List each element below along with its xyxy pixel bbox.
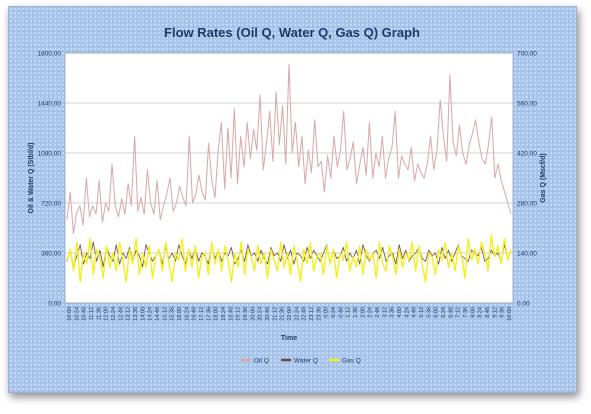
series-line-gas-q — [66, 234, 512, 283]
legend-label: Oil Q — [254, 358, 269, 365]
chart-svg: Flow Rates (Oil Q, Water Q, Gas Q) Graph… — [28, 25, 547, 365]
left-tick-label: 1080.00 — [38, 151, 62, 158]
x-tick-label: 22:00 — [287, 307, 293, 321]
x-tick-label: 4:48 — [412, 307, 418, 318]
x-tick-label: 6:24 — [441, 307, 447, 318]
right-tick-label: 560.00 — [517, 101, 537, 108]
x-tick-label: 17:12 — [199, 307, 205, 321]
chart-title: Flow Rates (Oil Q, Water Q, Gas Q) Graph — [164, 25, 420, 40]
x-tick-label: 15:36 — [170, 307, 176, 321]
x-tick-label: 14:00 — [140, 307, 146, 321]
right-tick-label: 700.00 — [517, 51, 537, 58]
x-tick-label: 5:36 — [426, 307, 432, 318]
x-tick-label: 5:12 — [419, 307, 425, 318]
x-tick-label: 18:24 — [221, 307, 227, 321]
x-axis-label: Time — [281, 335, 297, 342]
x-tick-label: 10:48 — [82, 307, 88, 321]
x-tick-label: 13:12 — [126, 307, 132, 321]
x-tick-label: 4:24 — [404, 307, 410, 318]
x-axis-ticks: 10:00 10:24 10:48 11:12 11:36 12:00 12:24 12:48… — [67, 307, 513, 321]
x-tick-label: 11:12 — [89, 307, 95, 320]
series-line-oil-q — [66, 63, 512, 235]
x-tick-label: 16:48 — [192, 307, 198, 321]
x-tick-label: 9:36 — [500, 307, 506, 318]
x-tick-label: 0:24 — [331, 307, 337, 318]
x-tick-label: 12:00 — [104, 307, 110, 321]
x-tick-label: 3:36 — [390, 307, 396, 318]
x-tick-label: 10:00 — [67, 307, 73, 321]
y-axis-label-right: Gas Q (Mscf/d) — [540, 153, 547, 202]
x-tick-label: 6:00 — [434, 307, 440, 318]
series-layer — [66, 63, 512, 283]
x-tick-label: 3:12 — [382, 307, 388, 318]
x-tick-label: 12:48 — [118, 307, 124, 321]
chart-frame: Flow Rates (Oil Q, Water Q, Gas Q) Graph… — [8, 6, 577, 393]
y-axis-label-left: Oil & Water Q (Stbl/d) — [28, 143, 35, 214]
x-tick-label: 2:00 — [360, 307, 366, 318]
legend: Oil Q Water Q Gas Q — [241, 358, 361, 365]
x-tick-label: 0:48 — [338, 307, 344, 318]
x-tick-label: 13:36 — [133, 307, 139, 321]
x-tick-label: 1:12 — [346, 307, 352, 318]
x-tick-label: 4:00 — [397, 307, 403, 318]
right-tick-label: 140.00 — [517, 251, 537, 258]
x-tick-label: 19:36 — [243, 307, 249, 321]
x-tick-label: 16:00 — [177, 307, 183, 321]
legend-label: Water Q — [294, 358, 318, 365]
x-tick-label: 10:24 — [74, 307, 80, 321]
left-tick-label: 1800.00 — [38, 51, 62, 58]
x-tick-label: 2:48 — [375, 307, 381, 318]
legend-label: Gas Q — [342, 358, 361, 365]
x-tick-label: 20:00 — [250, 307, 256, 321]
right-tick-label: 420.00 — [517, 151, 537, 158]
x-tick-label: 16:24 — [184, 307, 190, 321]
x-tick-label: 23:12 — [309, 307, 315, 321]
x-tick-label: 7:36 — [463, 307, 469, 318]
x-tick-label: 18:00 — [214, 307, 220, 321]
x-tick-label: 10:00 — [507, 307, 513, 321]
left-tick-label: 360.00 — [41, 251, 61, 258]
left-tick-label: 720.00 — [41, 201, 61, 208]
x-tick-label: 17:36 — [206, 307, 212, 321]
x-tick-label: 23:36 — [316, 307, 322, 321]
left-tick-label: 1440.00 — [38, 101, 62, 108]
x-tick-label: 14:48 — [155, 307, 161, 321]
x-tick-label: 8:48 — [485, 307, 491, 318]
x-tick-label: 7:12 — [456, 307, 462, 318]
left-tick-label: 0.00 — [48, 301, 61, 308]
right-axis-ticks: 0.00 140.00 280.00 420.00 560.00 700.00 — [517, 51, 537, 308]
x-tick-label: 11:36 — [96, 307, 102, 320]
x-tick-label: 2:24 — [368, 307, 374, 318]
x-tick-label: 6:48 — [448, 307, 454, 318]
left-axis-ticks: 0.00 360.00 720.00 1080.00 1440.00 1800.00 — [38, 51, 62, 308]
x-tick-label: 8:24 — [478, 307, 484, 318]
x-tick-label: 20:24 — [258, 307, 264, 321]
x-tick-label: 8:00 — [470, 307, 476, 318]
x-tick-label: 20:48 — [265, 307, 271, 321]
right-tick-label: 0.00 — [517, 301, 530, 308]
x-tick-label: 9:12 — [492, 307, 498, 318]
x-tick-label: 21:36 — [280, 307, 286, 321]
x-tick-label: 21:12 — [272, 307, 278, 321]
right-tick-label: 280.00 — [517, 201, 537, 208]
x-tick-label: 22:48 — [302, 307, 308, 321]
x-tick-label: 1:36 — [353, 307, 359, 318]
x-tick-label: 15:12 — [162, 307, 168, 321]
x-tick-label: 0:00 — [324, 307, 330, 318]
x-tick-label: 22:24 — [294, 307, 300, 321]
x-tick-label: 14:24 — [148, 307, 154, 321]
x-tick-label: 19:12 — [236, 307, 242, 321]
x-tick-label: 12:24 — [111, 307, 117, 321]
x-tick-label: 18:48 — [228, 307, 234, 321]
